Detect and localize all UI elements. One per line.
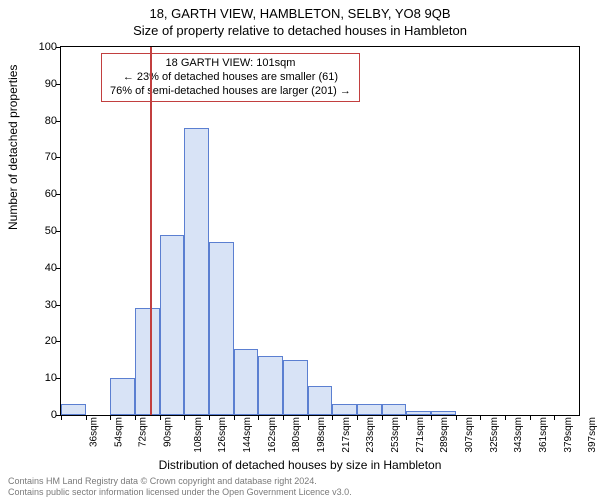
x-tick-mark — [357, 415, 358, 420]
histogram-bar — [382, 404, 407, 415]
histogram-bar — [110, 378, 135, 415]
x-axis-label: Distribution of detached houses by size … — [0, 458, 600, 472]
histogram-bar — [234, 349, 259, 415]
y-tick-mark — [56, 84, 61, 85]
y-tick-mark — [56, 47, 61, 48]
histogram-bar — [406, 411, 431, 415]
chart-subtitle: Size of property relative to detached ho… — [0, 21, 600, 38]
x-tick-mark — [234, 415, 235, 420]
x-tick-mark — [431, 415, 432, 420]
x-tick-label: 271sqm — [409, 417, 426, 453]
x-tick-label: 144sqm — [236, 417, 253, 453]
x-tick-mark — [406, 415, 407, 420]
y-tick-mark — [56, 121, 61, 122]
x-tick-mark — [61, 415, 62, 420]
x-tick-label: 126sqm — [211, 417, 228, 453]
histogram-bar — [431, 411, 456, 415]
x-tick-mark — [480, 415, 481, 420]
y-tick-mark — [56, 305, 61, 306]
footer-attribution: Contains HM Land Registry data © Crown c… — [8, 476, 352, 498]
x-tick-label: 72sqm — [132, 417, 149, 447]
x-tick-mark — [308, 415, 309, 420]
plot-area: 18 GARTH VIEW: 101sqm ← 23% of detached … — [60, 46, 580, 416]
x-tick-label: 108sqm — [187, 417, 204, 453]
x-tick-label: 54sqm — [107, 417, 124, 447]
histogram-bar — [160, 235, 185, 415]
y-tick-mark — [56, 268, 61, 269]
x-tick-label: 343sqm — [507, 417, 524, 453]
x-tick-mark — [283, 415, 284, 420]
figure: 18, GARTH VIEW, HAMBLETON, SELBY, YO8 9Q… — [0, 0, 600, 500]
callout-box: 18 GARTH VIEW: 101sqm ← 23% of detached … — [101, 53, 360, 102]
x-tick-mark — [184, 415, 185, 420]
callout-line3: 76% of semi-detached houses are larger (… — [110, 85, 351, 99]
x-tick-label: 233sqm — [359, 417, 376, 453]
x-tick-label: 90sqm — [157, 417, 174, 447]
footer-line2: Contains public sector information licen… — [8, 487, 352, 498]
x-tick-label: 307sqm — [458, 417, 475, 453]
y-tick-mark — [56, 231, 61, 232]
histogram-bar — [332, 404, 357, 415]
y-tick-mark — [56, 341, 61, 342]
x-tick-mark — [86, 415, 87, 420]
x-tick-mark — [209, 415, 210, 420]
x-tick-label: 36sqm — [83, 417, 100, 447]
x-tick-mark — [332, 415, 333, 420]
x-tick-mark — [554, 415, 555, 420]
x-tick-label: 162sqm — [261, 417, 278, 453]
x-tick-label: 325sqm — [483, 417, 500, 453]
x-tick-mark — [135, 415, 136, 420]
y-tick-mark — [56, 194, 61, 195]
x-tick-label: 361sqm — [532, 417, 549, 453]
y-axis-label: Number of detached properties — [6, 65, 20, 230]
histogram-bar — [61, 404, 86, 415]
histogram-bar — [184, 128, 209, 415]
histogram-bar — [209, 242, 234, 415]
x-tick-label: 253sqm — [384, 417, 401, 453]
chart-title-address: 18, GARTH VIEW, HAMBLETON, SELBY, YO8 9Q… — [0, 0, 600, 21]
x-tick-label: 379sqm — [557, 417, 574, 453]
x-tick-mark — [505, 415, 506, 420]
histogram-bar — [357, 404, 382, 415]
y-tick-mark — [56, 378, 61, 379]
x-tick-mark — [382, 415, 383, 420]
x-tick-mark — [456, 415, 457, 420]
callout-line1: 18 GARTH VIEW: 101sqm — [110, 57, 351, 71]
x-tick-label: 217sqm — [335, 417, 352, 453]
footer-line1: Contains HM Land Registry data © Crown c… — [8, 476, 352, 487]
histogram-bar — [308, 386, 333, 415]
histogram-bar — [283, 360, 308, 415]
callout-line2: ← 23% of detached houses are smaller (61… — [110, 71, 351, 85]
x-tick-label: 180sqm — [285, 417, 302, 453]
histogram-bar — [135, 308, 160, 415]
x-tick-mark — [160, 415, 161, 420]
histogram-bar — [258, 356, 283, 415]
x-tick-mark — [110, 415, 111, 420]
x-tick-label: 289sqm — [433, 417, 450, 453]
x-tick-label: 397sqm — [581, 417, 598, 453]
x-tick-mark — [258, 415, 259, 420]
y-tick-mark — [56, 157, 61, 158]
x-tick-mark — [530, 415, 531, 420]
reference-line — [150, 47, 152, 415]
x-tick-label: 198sqm — [310, 417, 327, 453]
